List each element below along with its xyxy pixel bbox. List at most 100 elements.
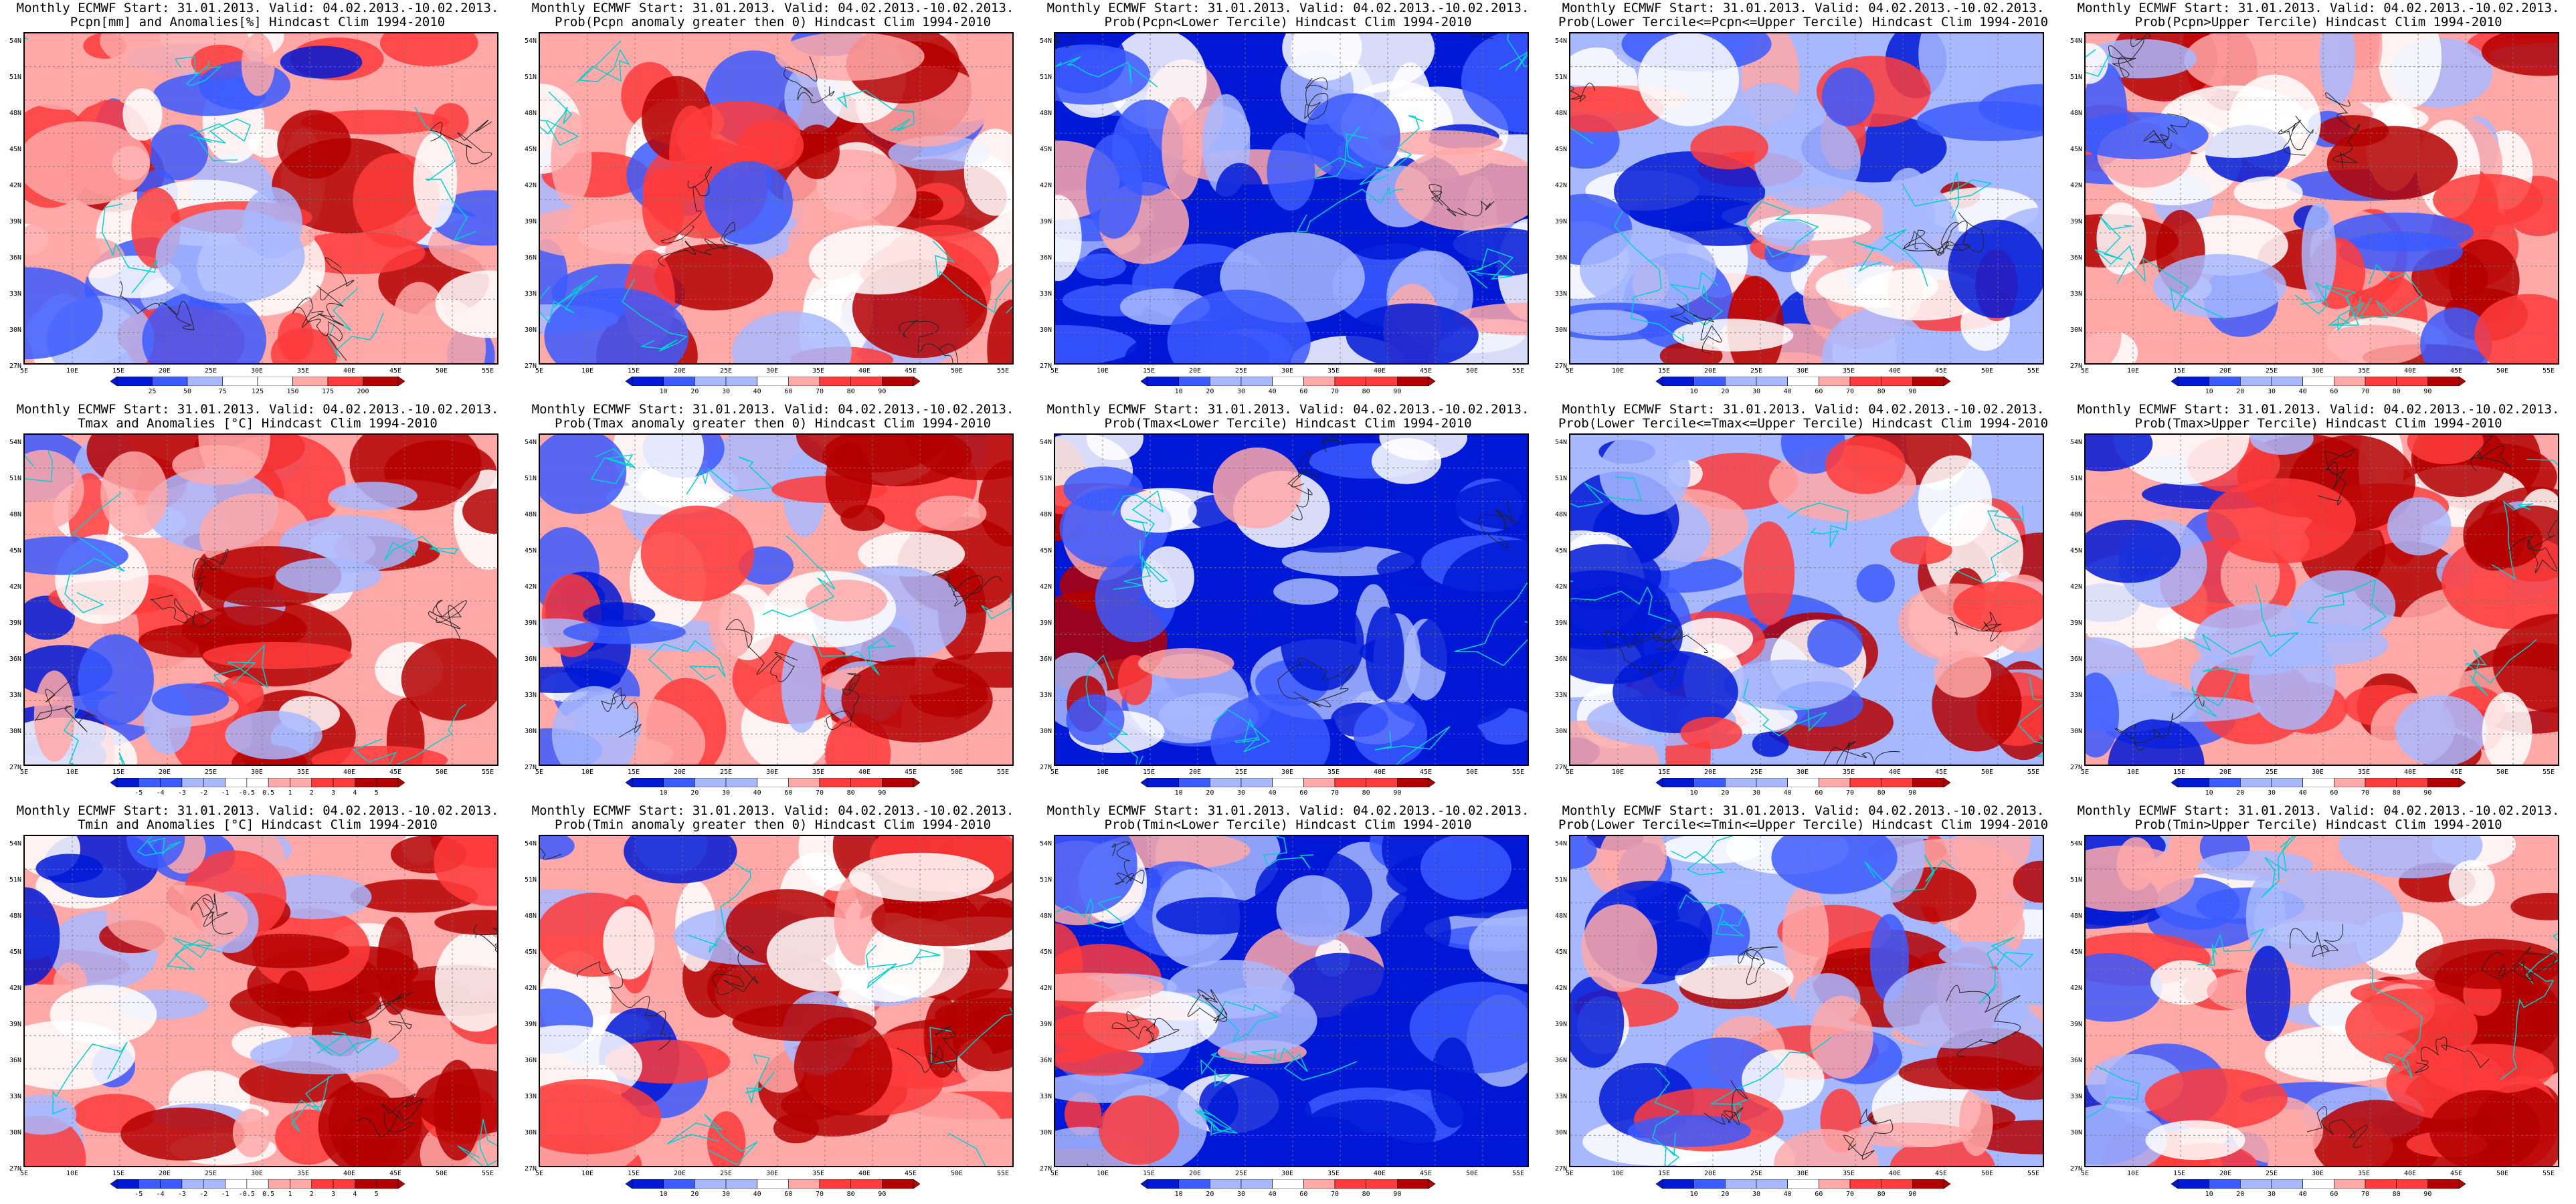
field-blob: [2013, 860, 2043, 903]
colorbar-segment: [2365, 778, 2397, 787]
colorbar-tick-label: 40: [1783, 1191, 1792, 1198]
colorbar-tick-label: 30: [721, 388, 731, 395]
coastline: [540, 91, 579, 146]
colorbar-tick-label: 40: [753, 789, 761, 797]
colorbar-segment: [882, 1179, 914, 1189]
colorbar-tick-label: 3: [331, 789, 336, 797]
field-blob: [1276, 875, 1350, 946]
colorbar-tick-label: 60: [1815, 388, 1823, 395]
coastline: [1296, 186, 1404, 232]
field-blob: [435, 270, 497, 338]
colorbar-segment: [819, 1179, 851, 1189]
field-blob: [1724, 660, 1855, 710]
field-blob: [1354, 701, 1427, 765]
coastline: [52, 1041, 128, 1115]
field-blob: [1442, 540, 1528, 637]
colorbar-tick-label: 4: [353, 1191, 357, 1198]
colorbar-segment: [850, 778, 883, 787]
colorbar-segment: [757, 377, 789, 386]
colorbar-svg: [626, 778, 920, 787]
lon-label: 40E: [1889, 1170, 1902, 1177]
lon-label: 35E: [812, 769, 825, 776]
lon-label: 15E: [628, 367, 640, 375]
lon-label: 35E: [297, 367, 310, 375]
lon-label: 5E: [20, 769, 29, 776]
lon-label: 50E: [2496, 1170, 2509, 1177]
coastline: [2359, 264, 2423, 318]
colorbar-segment: [1849, 377, 1881, 386]
lon-label: 15E: [1143, 1170, 1156, 1177]
colorbar-tick-label: 80: [846, 789, 855, 797]
coastline: [2294, 282, 2365, 331]
lon-label: 30E: [251, 367, 264, 375]
field-blob: [1754, 112, 1861, 209]
field-blob: [25, 1094, 77, 1135]
contour-line: [899, 319, 959, 363]
coastline: [812, 633, 896, 676]
field-blob: [1845, 1122, 1973, 1148]
colorbar-segment: [2209, 1179, 2241, 1189]
field-blob: [1580, 228, 1717, 312]
lon-label: 20E: [674, 1170, 686, 1177]
lon-label: 40E: [858, 367, 871, 375]
colorbar-tick-label: 10: [1174, 1191, 1183, 1198]
colorbar-segment: [1272, 377, 1304, 386]
lat-label: 27N: [9, 1165, 21, 1173]
colorbar-arrow-right: [1428, 778, 1435, 787]
coastline: [353, 704, 466, 765]
field-blob: [232, 1108, 271, 1158]
colorbar-tick-label: 80: [2392, 789, 2401, 797]
field-blob: [1762, 220, 1815, 247]
colorbar-tick-label: 150: [286, 388, 299, 395]
map-area: [2084, 835, 2559, 1167]
map-area: [1054, 32, 1529, 365]
field-blob: [1197, 987, 1317, 1056]
lon-label: 10E: [581, 367, 594, 375]
map-field-svg: [540, 435, 1012, 765]
colorbar-segment: [2302, 1179, 2334, 1189]
colorbar-tick-label: 40: [2298, 789, 2307, 797]
lat-label: 39N: [524, 218, 537, 225]
colorbar-segment: [725, 1179, 757, 1189]
lon-label: 15E: [2173, 769, 2186, 776]
field-blob: [2249, 631, 2336, 730]
lat-label: 42N: [1554, 583, 1567, 591]
colorbar-segment: [2177, 778, 2209, 787]
lat-label: 33N: [9, 692, 21, 699]
colorbar-segment: [1693, 1179, 1726, 1189]
lat-label: 48N: [524, 110, 537, 117]
field-blob: [1890, 536, 1952, 565]
colorbar-svg: [1141, 778, 1435, 787]
colorbar-arrow-right: [1428, 1179, 1435, 1189]
lat-label: 51N: [1039, 475, 1052, 482]
colorbar: [110, 1179, 405, 1189]
contour-line: [1322, 435, 1345, 453]
contour-line: [192, 548, 229, 597]
lon-label: 45E: [2450, 1170, 2463, 1177]
field-blob: [2492, 613, 2558, 713]
coastline: [1570, 476, 1643, 508]
field-blob: [822, 435, 972, 487]
colorbar-segment: [2177, 377, 2209, 386]
map-panel-pcpn-upper: Monthly ECMWF Start: 31.01.2013. Valid: …: [2061, 0, 2576, 401]
lat-label: 39N: [1039, 218, 1052, 225]
lat-label: 39N: [9, 1021, 21, 1028]
colorbar-svg: [626, 1179, 920, 1189]
lat-label: 42N: [2069, 985, 2082, 992]
lat-label: 42N: [524, 583, 537, 591]
field-blob: [551, 686, 638, 765]
field-blob: [1223, 33, 1271, 65]
field-blob: [2395, 695, 2487, 765]
lon-label: 15E: [1658, 367, 1671, 375]
lat-label: 33N: [1039, 692, 1052, 699]
colorbar: [110, 377, 405, 386]
lon-label: 45E: [1420, 769, 1433, 776]
lon-label: 15E: [628, 769, 640, 776]
field-blob: [142, 290, 266, 363]
field-blob: [1881, 167, 1935, 269]
coastline: [63, 708, 126, 765]
field-blob: [276, 970, 310, 1028]
lon-label: 25E: [205, 769, 217, 776]
field-blob: [1638, 33, 1740, 126]
map-field-svg: [1570, 836, 2043, 1166]
